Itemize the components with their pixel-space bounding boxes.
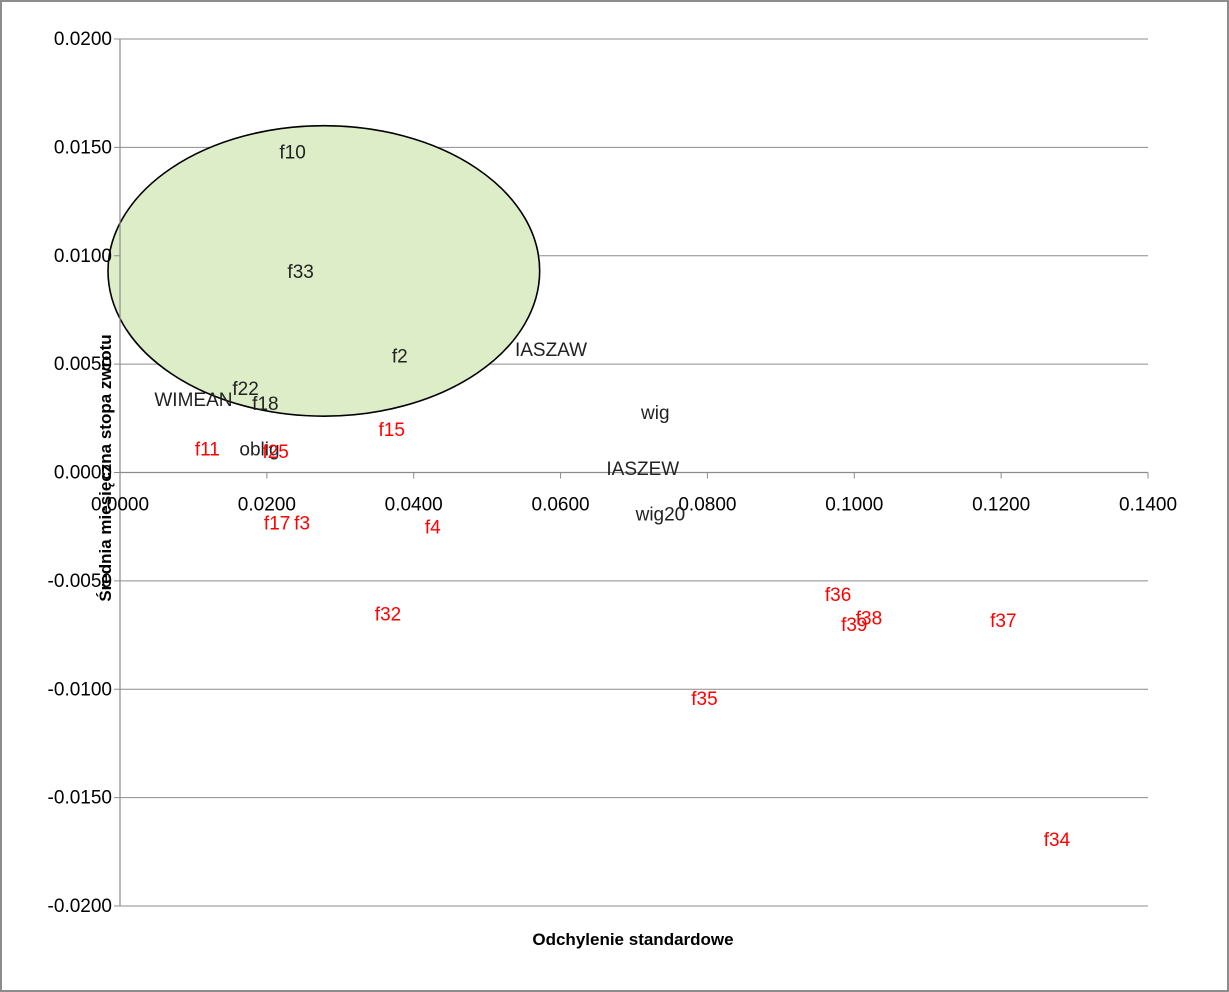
data-point-f18: f18	[252, 394, 278, 415]
x-axis-title: Odchylenie standardowe	[532, 930, 733, 949]
x-tick-label: 0.1200	[972, 495, 1030, 516]
data-point-wimean: WIMEAN	[154, 390, 232, 411]
data-point-f15: f15	[378, 420, 404, 441]
data-point-f38: f38	[856, 609, 882, 630]
data-point-f17: f17	[264, 513, 290, 534]
tick-labels: 0.0200 0.0150 0.0100 0.0050 0.0000 -0.0050 -0.…	[48, 29, 1178, 917]
y-tick-label: 0.0200	[54, 29, 112, 50]
y-tick-label: 0.0100	[54, 246, 112, 267]
y-tick-label: 0.0000	[54, 463, 112, 484]
y-tick-label: -0.0100	[48, 679, 112, 700]
x-tick-label: 0.1000	[825, 495, 883, 516]
x-tick-label: 0.0000	[91, 495, 149, 516]
data-point-iaszew: IASZEW	[606, 459, 679, 480]
axes	[114, 38, 1149, 907]
x-tick-label: 0.0400	[385, 495, 443, 516]
data-point-f25: f25	[262, 442, 288, 463]
x-tick-label: 0.0800	[678, 495, 736, 516]
data-point-f2: f2	[392, 346, 408, 367]
x-tick-label: 0.1400	[1119, 495, 1177, 516]
data-point-f37: f37	[990, 611, 1016, 632]
highlight-ellipse	[107, 124, 541, 417]
data-point-f33: f33	[287, 262, 313, 283]
data-point-f4: f4	[425, 518, 441, 539]
y-tick-label: 0.0150	[54, 137, 112, 158]
y-tick-label: -0.0050	[48, 571, 112, 592]
data-point-f35: f35	[691, 689, 717, 710]
x-tick-label: 0.0600	[532, 495, 590, 516]
data-point-f36: f36	[825, 585, 851, 606]
data-point-f11: f11	[195, 440, 220, 461]
y-axis-title: Średnia miesięczna stopa zwrotu	[96, 334, 115, 601]
y-tick-label: 0.0050	[54, 354, 112, 375]
data-point-f3: f3	[294, 513, 310, 534]
data-point-f39: f39	[841, 615, 867, 636]
data-point-f32: f32	[375, 604, 401, 625]
x-tick-label: 0.0200	[238, 495, 296, 516]
data-point-wig20: wig20	[635, 505, 686, 526]
data-point-f22: f22	[232, 379, 258, 400]
y-tick-label: -0.0200	[48, 896, 112, 917]
data-point-f10: f10	[279, 143, 305, 164]
data-point-f34: f34	[1044, 830, 1071, 851]
data-point-wig: wig	[640, 403, 670, 424]
data-point-iaszaw: IASZAW	[515, 340, 587, 361]
data-point-oblig: oblig	[239, 440, 279, 461]
y-tick-label: -0.0150	[48, 788, 112, 809]
